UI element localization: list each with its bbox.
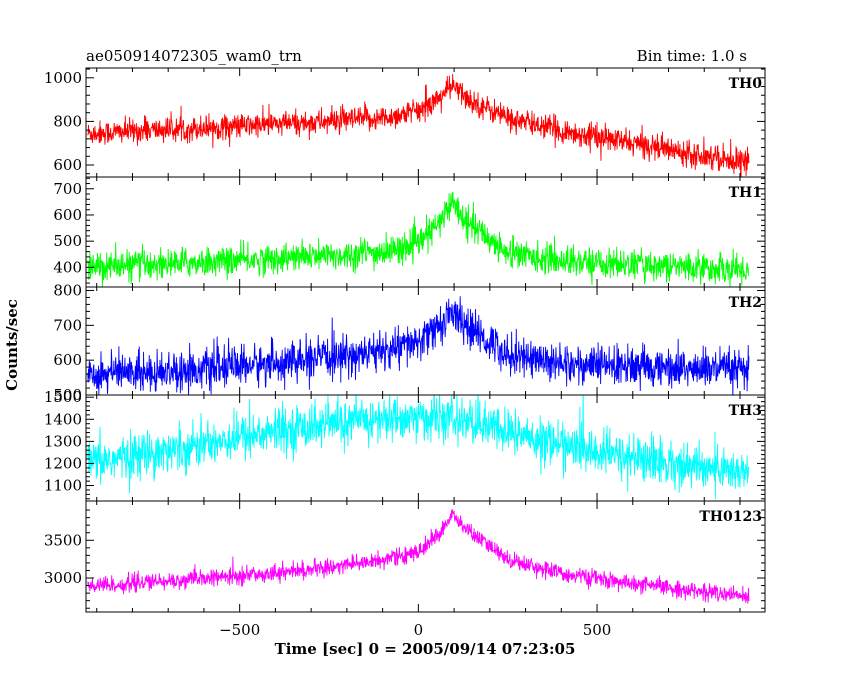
series-th0 <box>87 73 750 177</box>
panel-th0123: 3000 3500 TH0123 <box>44 500 766 613</box>
panel-th2: 500 600 700 800 TH2 <box>53 281 766 404</box>
y-tick-label: 1000 <box>44 69 82 87</box>
y-tick-label: 1500 <box>44 388 82 406</box>
series-th2 <box>87 296 750 395</box>
x-tick-label: 500 <box>583 621 612 639</box>
series-th3 <box>87 395 750 500</box>
y-tick-label: 1100 <box>44 477 82 495</box>
y-tick-label: 800 <box>53 281 82 299</box>
y-tick-label: 600 <box>53 206 82 224</box>
y-tick-label: 500 <box>53 232 82 250</box>
y-tick-label: 600 <box>53 351 82 369</box>
x-axis: −500 0 500 <box>219 621 611 639</box>
y-tick-label: 700 <box>53 316 82 334</box>
x-tick-label: 0 <box>414 621 424 639</box>
y-tick-label: 1300 <box>44 432 82 450</box>
series-th1 <box>87 192 750 287</box>
x-tick-label: −500 <box>219 621 260 639</box>
y-tick-label: 3500 <box>44 531 82 549</box>
panel-label-th0123: TH0123 <box>699 509 762 525</box>
y-tick-label: 800 <box>53 112 82 130</box>
panel-label-th0: TH0 <box>729 76 763 92</box>
panel-label-th3: TH3 <box>729 403 762 419</box>
series-th0123 <box>87 509 750 604</box>
panel-frame <box>85 500 766 613</box>
chart-title: ae050914072305_wam0_trn <box>86 47 302 65</box>
y-tick-label: 1400 <box>44 410 82 428</box>
panel-frame <box>85 67 766 178</box>
panel-th3: 1100 1200 1300 1400 1500 TH3 <box>44 388 766 502</box>
panel-label-th1: TH1 <box>729 185 762 201</box>
panels: 600 800 1000 TH0 400 500 600 700 TH1 500 600 700 800… <box>44 67 766 613</box>
panel-th0: 600 800 1000 TH0 <box>44 67 766 178</box>
y-tick-label: 3000 <box>44 569 82 587</box>
x-axis-title: Time [sec] 0 = 2005/09/14 07:23:05 <box>275 640 576 658</box>
y-tick-label: 400 <box>53 258 82 276</box>
panel-label-th2: TH2 <box>729 295 762 311</box>
y-tick-label: 500 <box>53 386 82 404</box>
y-axis-title: Counts/sec <box>3 299 21 391</box>
y-tick-label: 1200 <box>44 454 82 472</box>
bin-time-label: Bin time: 1.0 s <box>637 47 747 65</box>
panel-th1: 400 500 600 700 TH1 <box>53 176 766 288</box>
y-tick-label: 700 <box>53 180 82 198</box>
y-tick-label: 600 <box>53 156 82 174</box>
